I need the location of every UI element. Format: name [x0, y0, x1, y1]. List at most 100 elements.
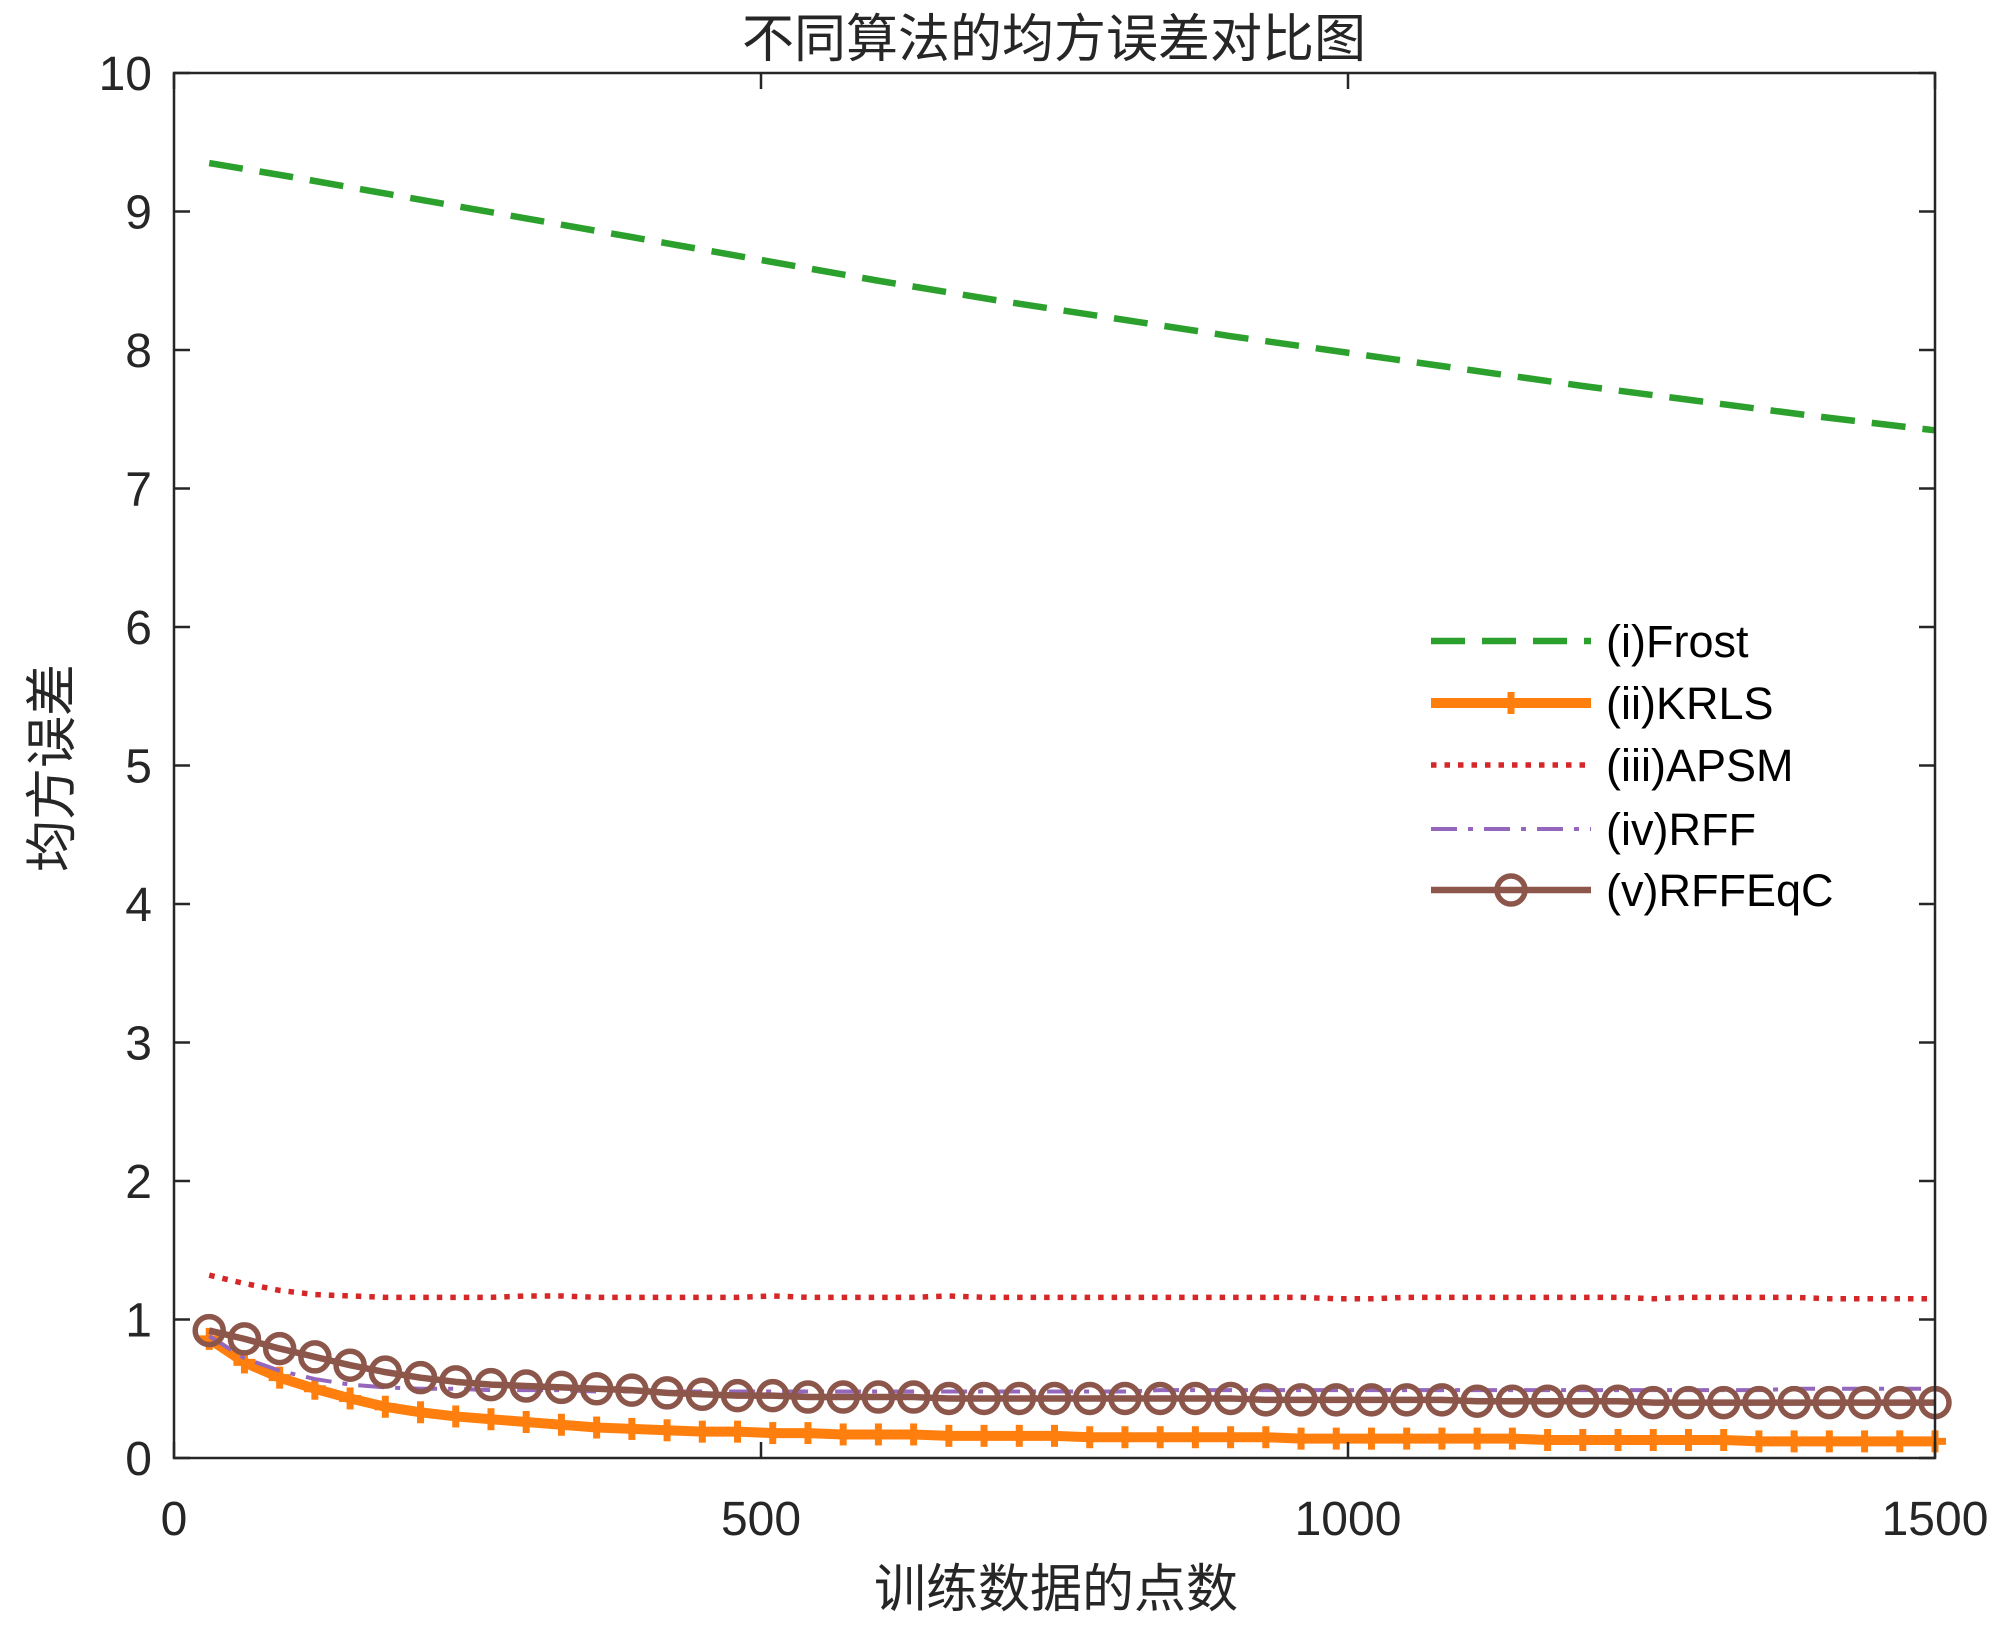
series-line-frost	[208, 159, 1936, 434]
rffeqc-marker	[615, 1373, 649, 1407]
krls-marker	[832, 1423, 855, 1446]
krls-marker	[1466, 1427, 1489, 1450]
krls-marker	[1360, 1427, 1383, 1450]
y-tick-label: 2	[125, 1156, 152, 1209]
legend-label-rff: (iv)RFF	[1606, 804, 1756, 855]
rffeqc-marker	[1742, 1385, 1776, 1420]
legend-label-krls: (ii)KRLS	[1606, 678, 1774, 729]
y-tick-label: 5	[125, 741, 152, 794]
x-tick-label: 500	[721, 1493, 801, 1546]
y-tick-label: 8	[125, 325, 152, 378]
krls-marker	[796, 1422, 819, 1445]
rffeqc-marker	[1425, 1383, 1459, 1417]
rffeqc-marker	[544, 1370, 579, 1405]
krls-marker	[1571, 1428, 1594, 1451]
rffeqc-marker	[1777, 1385, 1811, 1420]
rffeqc-marker	[1249, 1383, 1283, 1417]
rffeqc-marker	[403, 1360, 438, 1395]
rffeqc-marker	[1072, 1381, 1107, 1416]
x-tick-label: 1500	[1882, 1493, 1989, 1546]
krls-marker	[1677, 1428, 1700, 1451]
krls-marker	[444, 1405, 467, 1428]
krls-marker	[1888, 1430, 1911, 1453]
rffeqc-marker	[720, 1378, 755, 1413]
series-rffeqc	[192, 1313, 1952, 1420]
chart-title: 不同算法的均方误差对比图	[742, 10, 1366, 70]
legend-rffeqc-marker	[1494, 873, 1528, 907]
rffeqc-marker	[896, 1380, 931, 1414]
rffeqc-marker	[509, 1369, 543, 1403]
y-tick-label: 10	[99, 48, 152, 101]
series-line-rffeqc	[208, 1327, 1935, 1406]
legend-item-krls: (ii)KRLS	[1431, 678, 1774, 729]
rffeqc-marker	[333, 1348, 367, 1382]
series-apsm	[208, 1272, 1935, 1302]
rffeqc-marker	[1636, 1385, 1670, 1420]
rffeqc-marker	[1601, 1384, 1635, 1418]
krls-marker	[515, 1410, 538, 1433]
krls-marker	[1501, 1427, 1524, 1450]
krls-marker	[1747, 1430, 1770, 1453]
rffeqc-marker	[1319, 1383, 1354, 1417]
krls-marker	[973, 1424, 996, 1447]
krls-marker	[937, 1424, 960, 1447]
rffeqc-marker	[1108, 1381, 1142, 1416]
x-axis-label: 训练数据的点数	[874, 1560, 1238, 1620]
krls-marker	[550, 1413, 573, 1436]
rffeqc-marker	[861, 1380, 896, 1414]
rffeqc-marker	[1002, 1381, 1037, 1416]
krls-marker	[1149, 1426, 1172, 1449]
rffeqc-marker	[650, 1376, 684, 1410]
rffeqc-marker	[1847, 1385, 1882, 1420]
krls-marker	[761, 1422, 784, 1445]
rffeqc-marker	[1354, 1383, 1389, 1417]
plot-area	[174, 73, 1935, 1458]
krls-marker	[409, 1401, 432, 1424]
x-tick-label: 1000	[1295, 1493, 1402, 1546]
legend-label-rffeqc: (v)RFFEqC	[1606, 865, 1833, 916]
legend: (i)Frost (ii)KRLS (iii)APSM (iv)RFF (v)RFFEq…	[1431, 616, 1833, 916]
krls-marker	[1712, 1428, 1735, 1451]
rffeqc-marker	[791, 1380, 825, 1414]
series-krls	[198, 1327, 1946, 1453]
rffeqc-marker	[1812, 1385, 1847, 1420]
krls-marker	[1536, 1428, 1559, 1451]
krls-marker	[1818, 1430, 1841, 1453]
legend-label-frost: (i)Frost	[1606, 616, 1749, 667]
rffeqc-marker	[1530, 1384, 1565, 1418]
krls-marker	[479, 1408, 502, 1431]
y-tick-label: 1	[125, 1295, 152, 1348]
krls-marker	[1184, 1426, 1207, 1449]
y-tick-label: 4	[125, 879, 152, 932]
krls-marker	[726, 1420, 749, 1443]
rffeqc-marker	[1213, 1381, 1248, 1416]
krls-marker	[1113, 1426, 1136, 1449]
rffeqc-marker	[1178, 1381, 1213, 1416]
krls-marker	[1853, 1430, 1876, 1453]
legend-item-frost: (i)Frost	[1431, 616, 1749, 667]
rffeqc-marker	[755, 1378, 790, 1413]
krls-marker	[1008, 1424, 1031, 1447]
krls-marker	[620, 1417, 643, 1440]
y-tick-label: 3	[125, 1018, 152, 1071]
krls-marker	[1290, 1427, 1313, 1450]
series-layer	[192, 159, 1952, 1453]
rffeqc-marker	[1143, 1381, 1177, 1416]
rffeqc-marker	[685, 1377, 720, 1412]
rffeqc-marker	[227, 1322, 262, 1356]
y-tick-label: 7	[125, 464, 152, 517]
y-tick-label: 9	[125, 187, 152, 240]
series-frost	[208, 159, 1936, 434]
rffeqc-marker	[368, 1355, 403, 1389]
y-tick-label: 6	[125, 602, 152, 655]
rffeqc-marker	[1706, 1385, 1741, 1420]
rffeqc-marker	[439, 1365, 473, 1399]
krls-marker	[1043, 1424, 1066, 1447]
legend-label-apsm: (iii)APSM	[1606, 740, 1794, 791]
rffeqc-marker	[298, 1340, 332, 1374]
krls-marker	[1642, 1428, 1665, 1451]
krls-marker	[1078, 1426, 1101, 1449]
legend-krls-marker	[1500, 692, 1522, 714]
krls-marker	[374, 1395, 397, 1418]
